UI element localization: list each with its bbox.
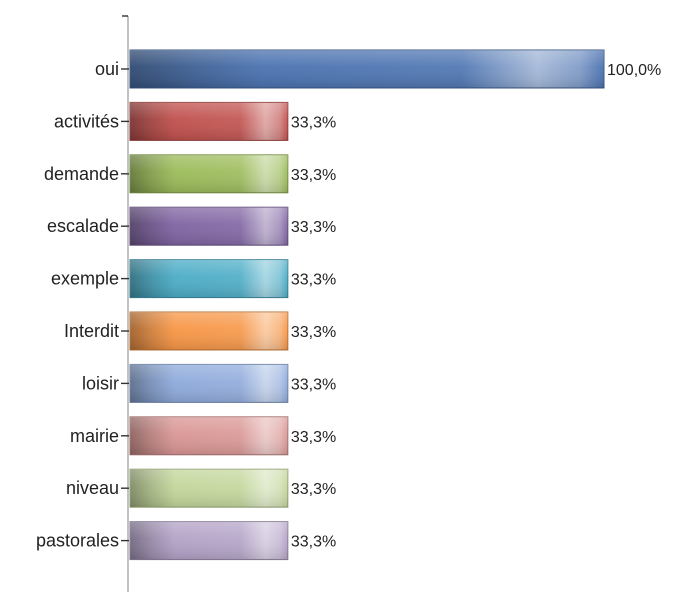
category-label: loisir [82,373,119,393]
category-label: pastorales [36,531,119,551]
value-label: 33,3% [291,481,336,498]
bar-sheen [130,154,288,193]
bar-group-9: pastorales 33,3% [36,521,336,561]
bar-sheen [130,102,288,141]
category-label: niveau [66,478,119,498]
category-label: activités [54,111,119,131]
value-label: 33,3% [291,324,336,341]
value-label: 100,0% [607,62,661,79]
bar-group-0: oui 100,0% [95,49,661,89]
bar-group-8: niveau 33,3% [66,468,336,508]
category-label: oui [95,59,119,79]
value-label: 33,3% [291,429,336,446]
bar-sheen [130,259,288,298]
bar-group-2: demande 33,3% [44,154,336,194]
value-label: 33,3% [291,534,336,551]
bar-group-4: exemple 33,3% [51,259,336,299]
value-label: 33,3% [291,376,336,393]
bar-sheen [130,521,288,560]
category-label: exemple [51,269,119,289]
category-label: Interdit [64,321,119,341]
value-label: 33,3% [291,167,336,184]
category-label: mairie [70,426,119,446]
bar-sheen [130,50,604,88]
value-label: 33,3% [291,114,336,131]
bar-sheen [130,416,288,455]
bar-group-5: Interdit 33,3% [64,311,336,351]
bar-sheen [130,469,288,508]
value-label: 33,3% [291,272,336,289]
category-label: demande [44,164,119,184]
bar-sheen [130,364,288,403]
bar-group-6: loisir 33,3% [82,363,336,403]
bar-sheen [130,207,288,246]
value-label: 33,3% [291,219,336,236]
bar-sheen [130,312,288,350]
bar-group-3: escalade 33,3% [47,206,336,246]
bar-group-7: mairie 33,3% [70,416,336,456]
bar-group-1: activités 33,3% [54,101,336,141]
category-label: escalade [47,216,119,236]
